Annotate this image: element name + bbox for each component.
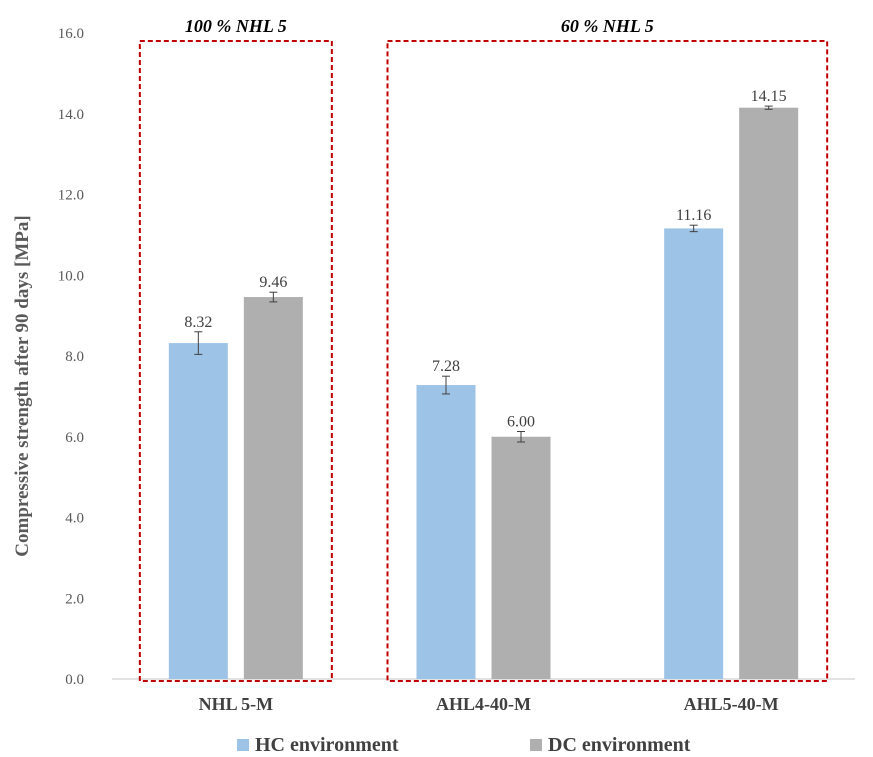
y-tick-label: 6.0 [65, 430, 84, 446]
x-axis: NHL 5-M AHL4-40-M AHL5-40-M [199, 694, 779, 714]
bar [243, 297, 303, 679]
legend-swatch [530, 739, 542, 751]
legend-label: DC environment [548, 734, 691, 756]
bar [168, 343, 228, 679]
x-tick-label: NHL 5-M [199, 694, 274, 714]
data-label: 11.16 [676, 207, 711, 224]
data-label: 14.15 [751, 88, 787, 105]
group-box [386, 40, 829, 682]
bar [491, 436, 551, 679]
bar [416, 385, 476, 679]
y-tick-label: 0.0 [65, 672, 84, 688]
y-axis-label: Compressive strength after 90 days [MPa] [12, 215, 33, 556]
group-label: 60 % NHL 5 [561, 16, 654, 36]
y-tick-label: 8.0 [65, 349, 84, 365]
y-tick-label: 10.0 [58, 268, 84, 284]
legend-label: HC environment [255, 734, 399, 756]
y-tick-label: 4.0 [65, 511, 84, 527]
x-tick-label: AHL4-40-M [436, 694, 531, 714]
group-label: 100 % NHL 5 [185, 16, 287, 36]
group-boxes: 100 % NHL 5 60 % NHL 5 [138, 16, 829, 682]
y-tick-label: 16.0 [58, 26, 84, 42]
y-tick-label: 14.0 [58, 107, 84, 123]
data-label: 7.28 [432, 358, 460, 375]
group-box [138, 40, 333, 682]
data-label: 9.46 [259, 274, 287, 291]
y-tick-label: 12.0 [58, 188, 84, 204]
y-tick-label: 2.0 [65, 591, 84, 607]
data-label: 6.00 [507, 414, 535, 431]
y-axis: 0.0 2.0 4.0 6.0 8.0 10.0 12.0 14.0 16.0 [58, 26, 84, 688]
bars: 8.32 7.28 11.16 9.46 6.00 14.15 [168, 88, 799, 680]
data-label: 8.32 [184, 314, 212, 331]
legend-swatch [237, 739, 249, 751]
x-tick-label: AHL5-40-M [684, 694, 779, 714]
bar [664, 228, 724, 680]
bar [739, 107, 799, 680]
legend: HC environment DC environment [237, 734, 691, 756]
